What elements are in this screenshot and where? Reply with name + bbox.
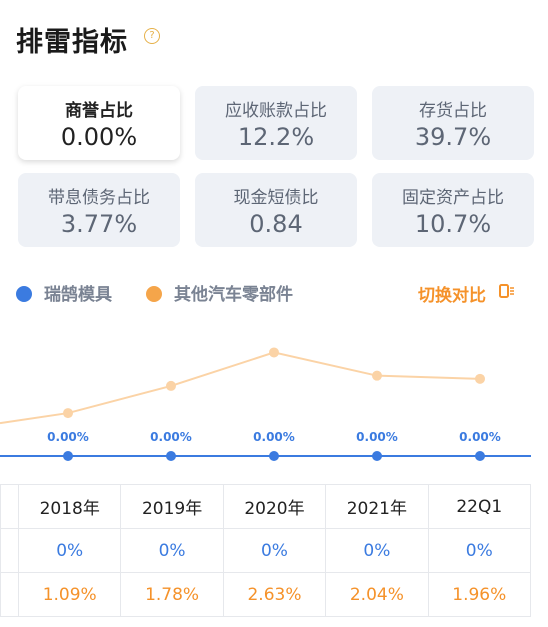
table-header-row: 2018年 2019年 2020年 2021年 22Q1 — [0, 484, 532, 529]
metric-card-inventory[interactable]: 存货占比 39.7% — [372, 86, 534, 160]
series-point-other[interactable] — [269, 347, 279, 358]
data-table: 2018年 2019年 2020年 2021年 22Q1 0% 0% 0% 0%… — [0, 484, 532, 617]
legend-series-b: 其他汽车零部件 — [146, 280, 293, 305]
metric-card-label: 存货占比 — [419, 101, 487, 121]
switch-compare-link[interactable]: 切换对比 — [418, 286, 486, 306]
metric-card-value: 0.84 — [249, 210, 303, 238]
table-header-cell: 2020年 — [222, 484, 327, 529]
table-cell: 0% — [325, 528, 429, 573]
metric-card-value: 10.7% — [414, 210, 492, 238]
metric-card-interest-debt[interactable]: 带息债务占比 3.77% — [18, 173, 180, 247]
legend-label-b: 其他汽车零部件 — [174, 285, 293, 305]
data-label-ruihu: 0.00% — [356, 430, 398, 444]
table-cell — [0, 572, 19, 617]
table-header-cell: 22Q1 — [427, 484, 532, 529]
data-label-ruihu: 0.00% — [459, 430, 501, 444]
legend-label-a: 瑞鹄模具 — [44, 285, 112, 305]
data-label-ruihu: 0.00% — [150, 430, 192, 444]
series-point-ruihu[interactable] — [475, 451, 485, 461]
table-cell: 0% — [120, 528, 224, 573]
metric-card-value: 3.77% — [60, 210, 138, 238]
metric-card-label: 固定资产占比 — [402, 188, 504, 208]
table-cell — [0, 528, 19, 573]
table-header-cell: 2018年 — [17, 484, 122, 529]
table-cell: 2.63% — [222, 572, 327, 617]
data-label-ruihu: 0.00% — [47, 430, 89, 444]
table-cell: 1.09% — [17, 572, 122, 617]
switch-compare-icon[interactable] — [498, 282, 516, 300]
table-cell: 1.96% — [427, 572, 532, 617]
series-point-ruihu[interactable] — [166, 451, 176, 461]
metric-card-cash-debt-ratio[interactable]: 现金短债比 0.84 — [195, 173, 357, 247]
section-title: 排雷指标 — [16, 27, 128, 58]
metric-card-value: 12.2% — [237, 123, 315, 151]
metric-card-fixed-assets[interactable]: 固定资产占比 10.7% — [372, 173, 534, 247]
question-circle-icon[interactable]: ? — [144, 28, 160, 44]
table-cell: 1.78% — [120, 572, 224, 617]
legend-series-a: 瑞鹄模具 — [16, 280, 112, 305]
metric-card-receivables[interactable]: 应收账款占比 12.2% — [195, 86, 357, 160]
trend-chart: 0.00% 0.00% 0.00% 0.00% 0.00% — [0, 347, 531, 461]
metric-card-goodwill[interactable]: 商誉占比 0.00% — [18, 86, 180, 160]
table-row: 1.09% 1.78% 2.63% 2.04% 1.96% — [0, 572, 532, 617]
table-header-cell: 2019年 — [120, 484, 224, 529]
series-point-other[interactable] — [475, 373, 485, 384]
table-cell: 2.04% — [325, 572, 429, 617]
legend-dot-blue — [16, 286, 32, 302]
table-cell: 0% — [222, 528, 327, 573]
table-cell: 0% — [427, 528, 532, 573]
metric-card-label: 商誉占比 — [65, 101, 133, 121]
series-point-ruihu[interactable] — [63, 451, 73, 461]
legend-dot-orange — [146, 286, 162, 302]
metric-card-label: 带息债务占比 — [48, 188, 150, 208]
series-point-other[interactable] — [372, 370, 382, 381]
series-line-other — [0, 351, 481, 425]
series-point-ruihu[interactable] — [269, 451, 279, 461]
metric-card-label: 现金短债比 — [233, 188, 319, 208]
table-cell — [0, 484, 19, 529]
metric-card-label: 应收账款占比 — [225, 101, 327, 121]
table-cell: 0% — [17, 528, 122, 573]
series-point-ruihu[interactable] — [372, 451, 382, 461]
series-point-other[interactable] — [166, 380, 176, 391]
metric-card-value: 39.7% — [414, 123, 492, 151]
table-row: 0% 0% 0% 0% 0% — [0, 528, 532, 573]
series-point-other[interactable] — [63, 408, 73, 419]
data-label-ruihu: 0.00% — [253, 430, 295, 444]
metric-card-value: 0.00% — [60, 123, 138, 151]
table-header-cell: 2021年 — [325, 484, 429, 529]
